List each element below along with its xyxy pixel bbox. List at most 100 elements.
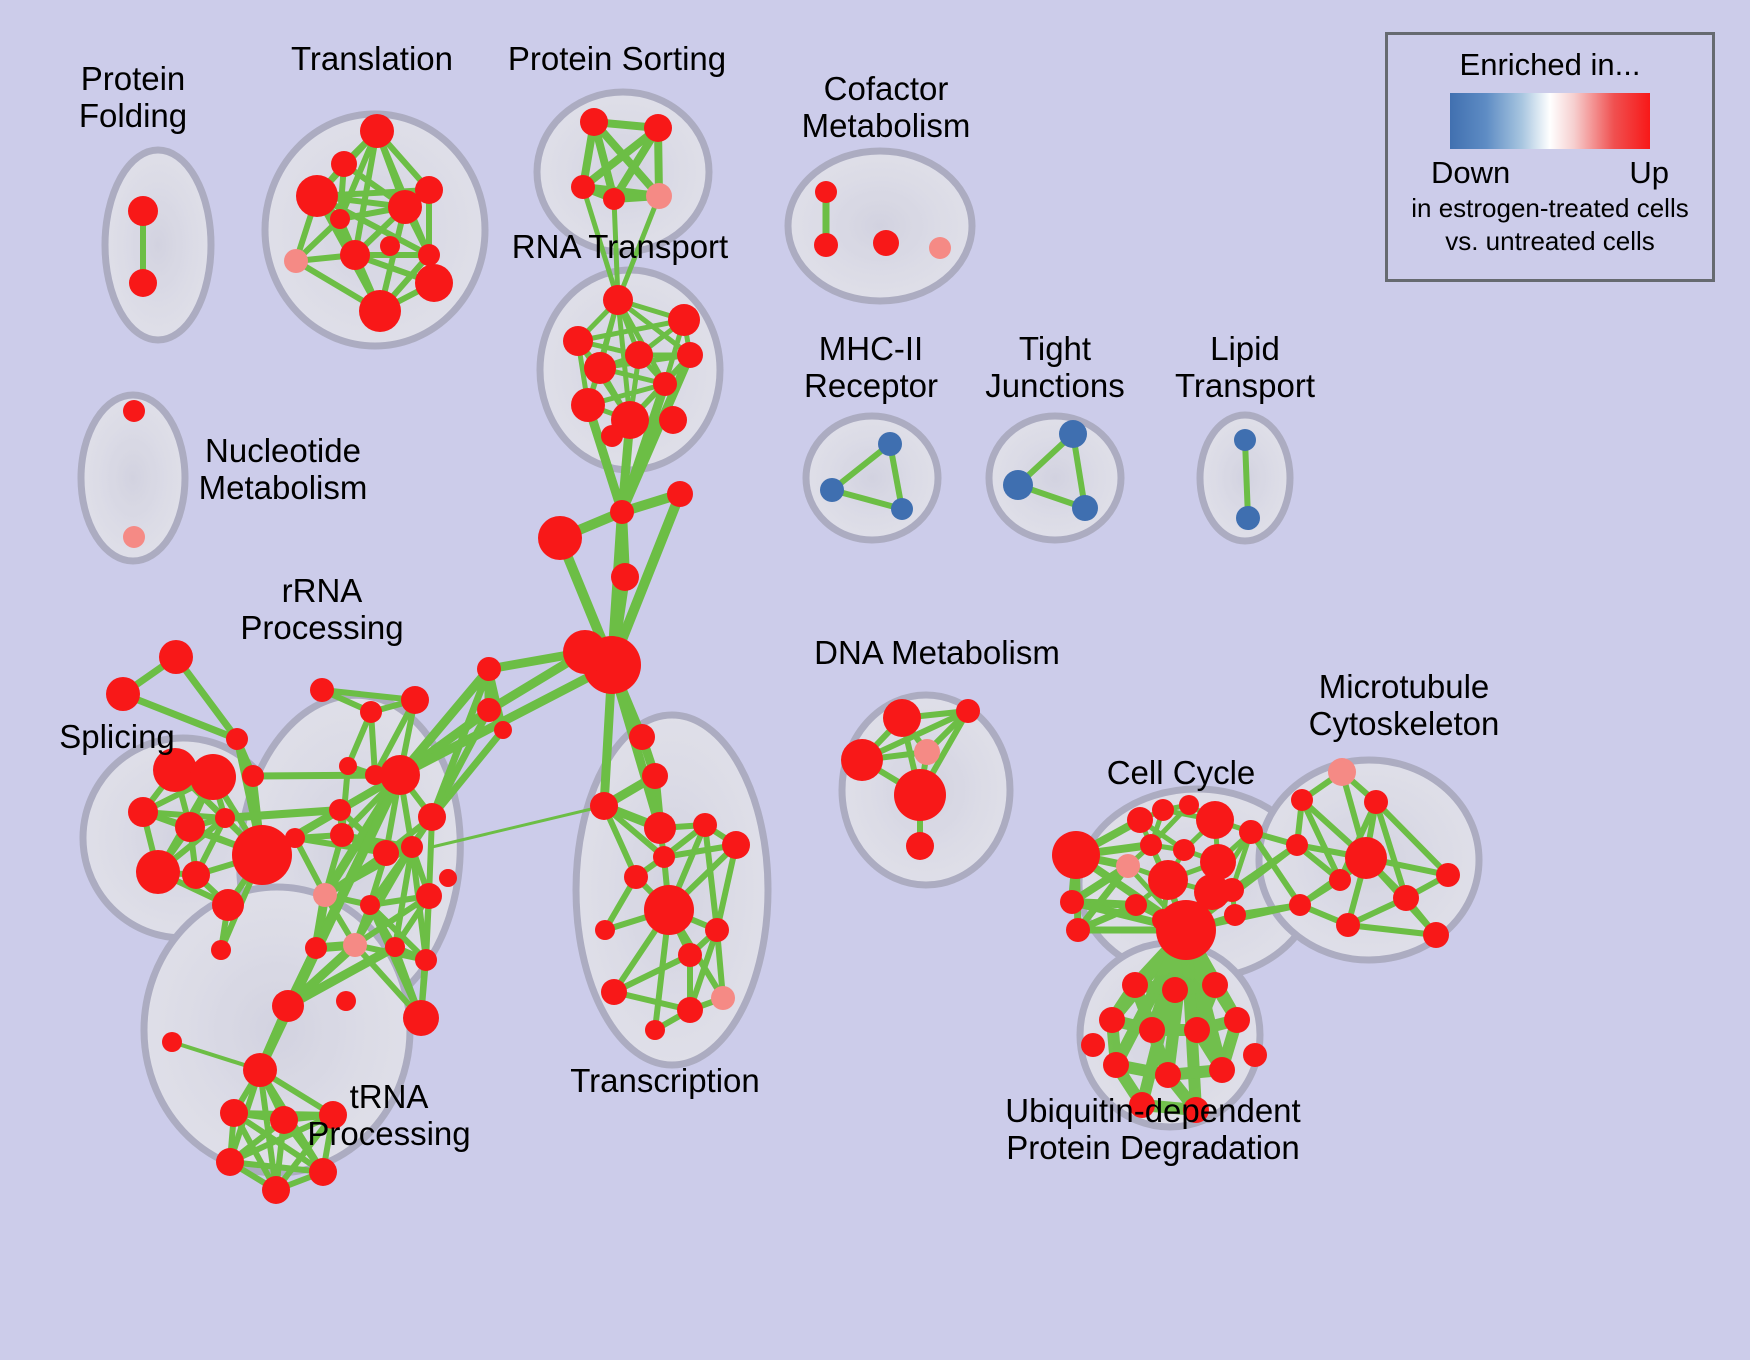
node [365,765,385,785]
node [296,175,338,217]
cluster-label-cell-cycle: Cell Cycle [1106,754,1256,791]
legend-subtitle-line2: vs. untreated cells [1445,226,1655,256]
node [330,209,350,229]
node [439,869,457,887]
node [415,949,437,971]
node [653,846,675,868]
node [242,765,264,787]
legend-high-label: Up [1629,155,1669,190]
node [310,678,334,702]
node [216,1148,244,1176]
node [645,1020,665,1040]
node [644,812,676,844]
node [162,1032,182,1052]
node [642,763,668,789]
node [677,342,703,368]
node [380,755,420,795]
node [711,986,735,1010]
node [1179,795,1199,815]
cluster-label-lipid-transport: Lipid Transport [1175,330,1315,404]
node [284,249,308,273]
cluster-label-ubiquitin-protein-degradation: Ubiquitin-dependent Protein Degradation [1005,1092,1301,1166]
node [1099,1007,1125,1033]
node [629,724,655,750]
node [1236,506,1260,530]
node [1155,1062,1181,1088]
node [603,188,625,210]
node [894,769,946,821]
cluster-blob-mhc-ii [802,412,942,544]
legend-box: Enriched in... Down Up in estrogen-treat… [1385,32,1715,282]
cluster-label-trna-processing: tRNA Processing [307,1078,471,1152]
cluster-label-microtubule-cytoskeleton: Microtubule Cytoskeleton [1308,668,1500,742]
node [415,264,453,302]
node [331,151,357,177]
node [625,341,653,369]
node [477,698,501,722]
node [340,240,370,270]
node [667,481,693,507]
cluster-label-protein-folding: Protein Folding [78,60,188,134]
node [571,175,595,199]
node [243,1053,277,1087]
node [646,183,672,209]
node [956,699,980,723]
node [129,269,157,297]
node [705,918,729,942]
cluster-label-rrna-processing: rRNA Processing [240,572,404,646]
node [1286,834,1308,856]
node [601,979,627,1005]
node [360,895,380,915]
node [272,990,304,1022]
node [373,840,399,866]
node [1184,1017,1210,1043]
node [1364,790,1388,814]
node [1152,799,1174,821]
node [1059,420,1087,448]
cluster-blob-cofactor [784,147,976,305]
cluster-label-dna-metabolism: DNA Metabolism [814,634,1060,671]
node [873,230,899,256]
cluster-label-nucleotide-metabolism: Nucleotide Metabolism [198,432,368,506]
node [1060,890,1084,914]
node [153,748,197,792]
node [1209,1057,1235,1083]
cluster-blob-nucleotide [77,391,189,565]
node [1125,894,1147,916]
node [653,372,677,396]
node [136,850,180,894]
legend-title: Enriched in... [1459,47,1641,82]
node [914,739,940,765]
node [360,114,394,148]
cluster-label-rna-transport: RNA Transport [511,228,729,265]
node [1200,844,1236,880]
node [1202,972,1228,998]
node [128,196,158,226]
legend-color-gradient [1450,93,1650,149]
node [128,797,158,827]
node [388,190,422,224]
legend-subtitle-line1: in estrogen-treated cells [1411,193,1689,223]
node [906,832,934,860]
node [659,406,687,434]
node [624,865,648,889]
node [668,304,700,336]
node [891,498,913,520]
node [329,799,351,821]
node [1239,820,1263,844]
node [220,1099,248,1127]
node [1393,885,1419,911]
node [571,388,605,422]
node [1148,860,1188,900]
node [385,937,405,957]
node [610,500,634,524]
node [644,114,672,142]
node [595,920,615,940]
node [226,728,248,750]
node [1183,1097,1209,1123]
node [677,997,703,1023]
node [330,823,354,847]
node [1243,1043,1267,1067]
node [584,352,616,384]
